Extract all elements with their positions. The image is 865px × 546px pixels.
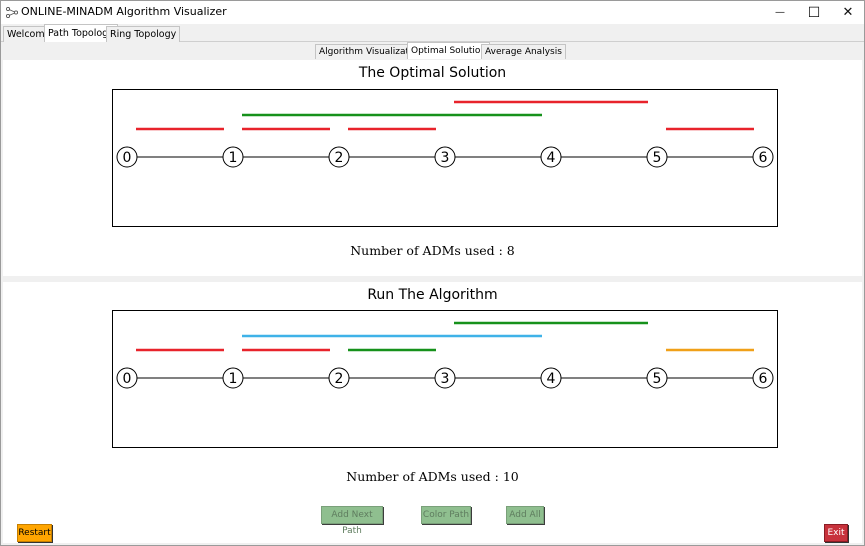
close-icon: ✕ [842,5,854,20]
sub-tab-bar: Algorithm Visualization Optimal Solution… [1,42,864,59]
optimal-node-5: 5 [646,146,668,168]
algorithm-node-0: 0 [116,367,138,389]
optimal-node-label: 5 [653,150,662,166]
close-button[interactable]: ✕ [831,1,864,24]
optimal-node-label: 3 [441,150,450,166]
title-bar: ONLINE-MINADM Algorithm Visualizer — ☐ ✕ [1,1,864,24]
optimal-node-label: 2 [335,150,344,166]
optimal-node-label: 6 [759,150,768,166]
algorithm-node-3: 3 [434,367,456,389]
app-icon [6,7,19,18]
algorithm-node-label: 4 [547,371,556,387]
optimal-adm-count: Number of ADMs used : 8 [350,243,515,258]
optimal-solution-title: The Optimal Solution [358,65,507,81]
optimal-node-4: 4 [540,146,562,168]
algorithm-node-4: 4 [540,367,562,389]
optimal-solution-panel: The Optimal Solution 0 1 2 3 4 5 6 Number of A… [3,60,862,276]
color-path-button[interactable]: Color Path [421,506,471,524]
algorithm-node-1: 1 [222,367,244,389]
optimal-topology-canvas: 0 1 2 3 4 5 6 [112,89,778,227]
window-title: ONLINE-MINADM Algorithm Visualizer [21,5,227,18]
add-all-button[interactable]: Add All [506,506,544,524]
algorithm-topology-canvas: 0 1 2 3 4 5 6 [112,310,778,448]
optimal-node-label: 1 [229,150,238,166]
tab-optimal-solution[interactable]: Optimal Solution [407,42,491,59]
exit-button[interactable]: Exit [824,524,848,542]
minimize-icon: — [775,7,785,18]
algorithm-node-label: 5 [653,371,662,387]
maximize-icon: ☐ [807,4,821,21]
algorithm-node-label: 6 [759,371,768,387]
algorithm-title: Run The Algorithm [367,287,498,303]
algorithm-node-label: 1 [229,371,238,387]
algorithm-adm-count: Number of ADMs used : 10 [346,469,519,484]
algorithm-node-2: 2 [328,367,350,389]
optimal-node-label: 0 [123,150,132,166]
algorithm-topology-graph: 0 1 2 3 4 5 6 [116,321,774,389]
tab-average-analysis[interactable]: Average Analysis [481,44,566,59]
optimal-node-0: 0 [116,146,138,168]
minimize-button[interactable]: — [763,1,797,24]
algorithm-node-6: 6 [752,367,774,389]
optimal-node-3: 3 [434,146,456,168]
algorithm-node-5: 5 [646,367,668,389]
algorithm-panel: Run The Algorithm 0 1 2 3 4 5 6 Number of ADMs… [3,282,862,543]
add-next-path-button[interactable]: Add Next Path [321,506,383,536]
optimal-node-2: 2 [328,146,350,168]
optimal-node-1: 1 [222,146,244,168]
optimal-topology-graph: 0 1 2 3 4 5 6 [116,100,774,168]
optimal-node-6: 6 [752,146,774,168]
restart-button[interactable]: Restart [17,524,52,542]
tab-ring-topology[interactable]: Ring Topology [106,26,181,42]
main-tab-bar: Welcome Path Topology Ring Topology [1,24,864,42]
algorithm-node-label: 3 [441,371,450,387]
maximize-button[interactable]: ☐ [797,1,831,24]
algorithm-node-label: 0 [123,371,132,387]
optimal-node-label: 4 [547,150,556,166]
algorithm-node-label: 2 [335,371,344,387]
